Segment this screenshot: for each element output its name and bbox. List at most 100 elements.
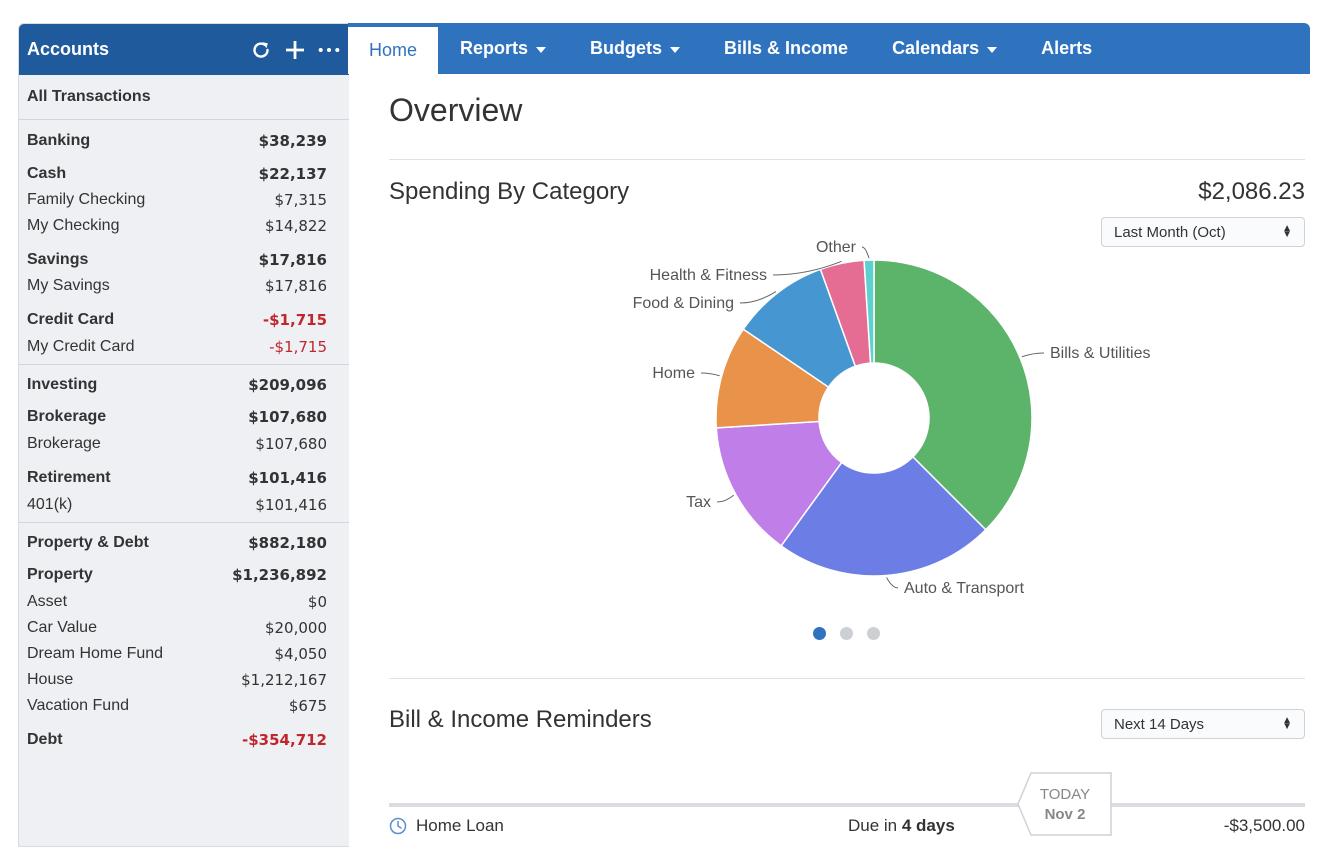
account-label: Dream Home Fund bbox=[27, 645, 164, 662]
account-amount: $209,096 bbox=[248, 376, 327, 394]
leader-line bbox=[886, 577, 899, 589]
reminders-period-select[interactable]: Next 14 Days ▲ ▼ bbox=[1101, 709, 1305, 739]
pie-slice-auto-transport[interactable] bbox=[780, 455, 987, 577]
spending-period-select[interactable]: Last Month (Oct) ▲ ▼ bbox=[1101, 217, 1305, 247]
account-amount: -$1,715 bbox=[262, 311, 327, 329]
chevron-down-icon bbox=[536, 46, 547, 53]
slice-label: Other bbox=[816, 239, 857, 256]
pie-slice-tax[interactable] bbox=[715, 420, 843, 547]
account-house[interactable]: House $1,212,167 bbox=[19, 667, 349, 693]
account-label: 401(k) bbox=[27, 495, 73, 513]
chart-pager bbox=[813, 627, 880, 640]
more-icon[interactable] bbox=[317, 38, 341, 62]
reminder-due-prefix: Due in bbox=[848, 816, 898, 835]
tab-budgets[interactable]: Budgets bbox=[568, 23, 702, 74]
account-label: My Savings bbox=[27, 277, 110, 294]
account-label: My Credit Card bbox=[27, 337, 135, 355]
divider bbox=[19, 364, 349, 365]
account-401k[interactable]: 401(k) $101,416 bbox=[19, 491, 349, 518]
add-icon[interactable] bbox=[283, 38, 307, 62]
spending-total: $2,086.23 bbox=[1198, 178, 1305, 205]
sidebar-header: Accounts bbox=[19, 24, 349, 75]
leader-line bbox=[772, 260, 842, 276]
slice-label: Auto & Transport bbox=[904, 580, 1025, 597]
account-amount: $101,416 bbox=[255, 495, 327, 514]
account-amount: -$354,712 bbox=[242, 731, 327, 749]
account-subgroup-debt[interactable]: Debt -$354,712 bbox=[19, 719, 349, 753]
account-family-checking[interactable]: Family Checking $7,315 bbox=[19, 187, 349, 213]
spending-title: Spending By Category bbox=[389, 178, 630, 205]
reminders-title: Bill & Income Reminders bbox=[389, 706, 652, 733]
clock-icon bbox=[389, 817, 407, 840]
account-subgroup-credit-card[interactable]: Credit Card -$1,715 bbox=[19, 299, 349, 333]
divider bbox=[389, 159, 1305, 160]
all-transactions-label: All Transactions bbox=[27, 88, 151, 105]
slice-label: Food & Dining bbox=[633, 295, 734, 312]
account-amount: $38,239 bbox=[258, 131, 327, 150]
pie-slice-bills-utilities[interactable] bbox=[873, 259, 1033, 531]
account-vacation-fund[interactable]: Vacation Fund $675 bbox=[19, 693, 349, 719]
account-subgroup-savings[interactable]: Savings $17,816 bbox=[19, 239, 349, 273]
select-value: Next 14 Days bbox=[1114, 715, 1205, 733]
account-amount: $107,680 bbox=[248, 408, 327, 426]
all-transactions[interactable]: All Transactions bbox=[19, 75, 349, 119]
leader-line bbox=[716, 494, 735, 503]
reminder-due-value: 4 days bbox=[901, 816, 955, 835]
today-label: TODAY bbox=[1039, 786, 1091, 803]
account-group-banking[interactable]: Banking $38,239 bbox=[19, 120, 349, 157]
leader-line bbox=[739, 291, 777, 304]
select-value: Last Month (Oct) bbox=[1114, 223, 1226, 241]
tab-alerts[interactable]: Alerts bbox=[1019, 23, 1114, 74]
account-label: Credit Card bbox=[27, 311, 115, 328]
account-group-investing[interactable]: Investing $209,096 bbox=[19, 365, 349, 403]
account-car-value[interactable]: Car Value $20,000 bbox=[19, 615, 349, 641]
today-marker-shape bbox=[1017, 772, 1112, 836]
account-my-checking[interactable]: My Checking $14,822 bbox=[19, 213, 349, 239]
account-group-property-debt[interactable]: Property & Debt $882,180 bbox=[19, 523, 349, 561]
reminder-row[interactable]: Home Loan Due in 4 days -$3,500.00 bbox=[389, 815, 1305, 839]
reminders-timeline bbox=[389, 803, 1305, 807]
main-tab-bar: Home Reports Budgets Bills & Income Cale… bbox=[348, 23, 1310, 74]
sidebar-title: Accounts bbox=[27, 39, 110, 59]
account-label: Retirement bbox=[27, 469, 111, 486]
account-label: Banking bbox=[27, 131, 91, 149]
account-my-savings[interactable]: My Savings $17,816 bbox=[19, 273, 349, 299]
account-amount: $1,212,167 bbox=[241, 671, 327, 689]
account-subgroup-property[interactable]: Property $1,236,892 bbox=[19, 561, 349, 589]
tab-reports[interactable]: Reports bbox=[438, 23, 568, 74]
spending-chart: Bills & Utilities Auto & Transport Tax Home… bbox=[389, 230, 1305, 610]
pager-dot[interactable] bbox=[867, 627, 880, 640]
account-label: Cash bbox=[27, 165, 67, 182]
account-amount: $101,416 bbox=[248, 469, 327, 487]
pager-dot[interactable] bbox=[840, 627, 853, 640]
tab-calendars[interactable]: Calendars bbox=[870, 23, 1019, 74]
tab-bills-income[interactable]: Bills & Income bbox=[702, 23, 870, 74]
today-date: Nov 2 bbox=[1044, 806, 1086, 823]
account-asset[interactable]: Asset $0 bbox=[19, 589, 349, 615]
account-label: Property & Debt bbox=[27, 534, 149, 551]
tab-home[interactable]: Home bbox=[348, 27, 439, 74]
account-brokerage[interactable]: Brokerage $107,680 bbox=[19, 431, 349, 457]
chevron-down-icon bbox=[987, 46, 998, 53]
account-subgroup-cash[interactable]: Cash $22,137 bbox=[19, 157, 349, 187]
tab-label: Bills & Income bbox=[724, 38, 849, 58]
account-dream-home-fund[interactable]: Dream Home Fund $4,050 bbox=[19, 641, 349, 667]
slice-label: Bills & Utilities bbox=[1050, 345, 1150, 362]
refresh-icon[interactable] bbox=[249, 38, 273, 62]
tab-label: Budgets bbox=[590, 38, 663, 58]
account-amount: $20,000 bbox=[264, 619, 327, 637]
account-label: Brokerage bbox=[27, 408, 107, 425]
pager-dot-active[interactable] bbox=[813, 627, 826, 640]
pie-slice-other[interactable] bbox=[863, 259, 875, 364]
account-label: Property bbox=[27, 566, 93, 583]
sidebar-actions bbox=[249, 38, 341, 62]
reminder-due: Due in 4 days bbox=[848, 816, 955, 836]
account-amount: $882,180 bbox=[248, 534, 327, 552]
accounts-list: All Transactions Banking $38,239 Cash $2… bbox=[19, 75, 349, 753]
reminder-name: Home Loan bbox=[416, 816, 504, 835]
divider bbox=[389, 678, 1305, 679]
account-subgroup-brokerage[interactable]: Brokerage $107,680 bbox=[19, 403, 349, 431]
account-label: Car Value bbox=[27, 619, 97, 636]
account-my-credit-card[interactable]: My Credit Card -$1,715 bbox=[19, 333, 349, 360]
account-subgroup-retirement[interactable]: Retirement $101,416 bbox=[19, 457, 349, 491]
